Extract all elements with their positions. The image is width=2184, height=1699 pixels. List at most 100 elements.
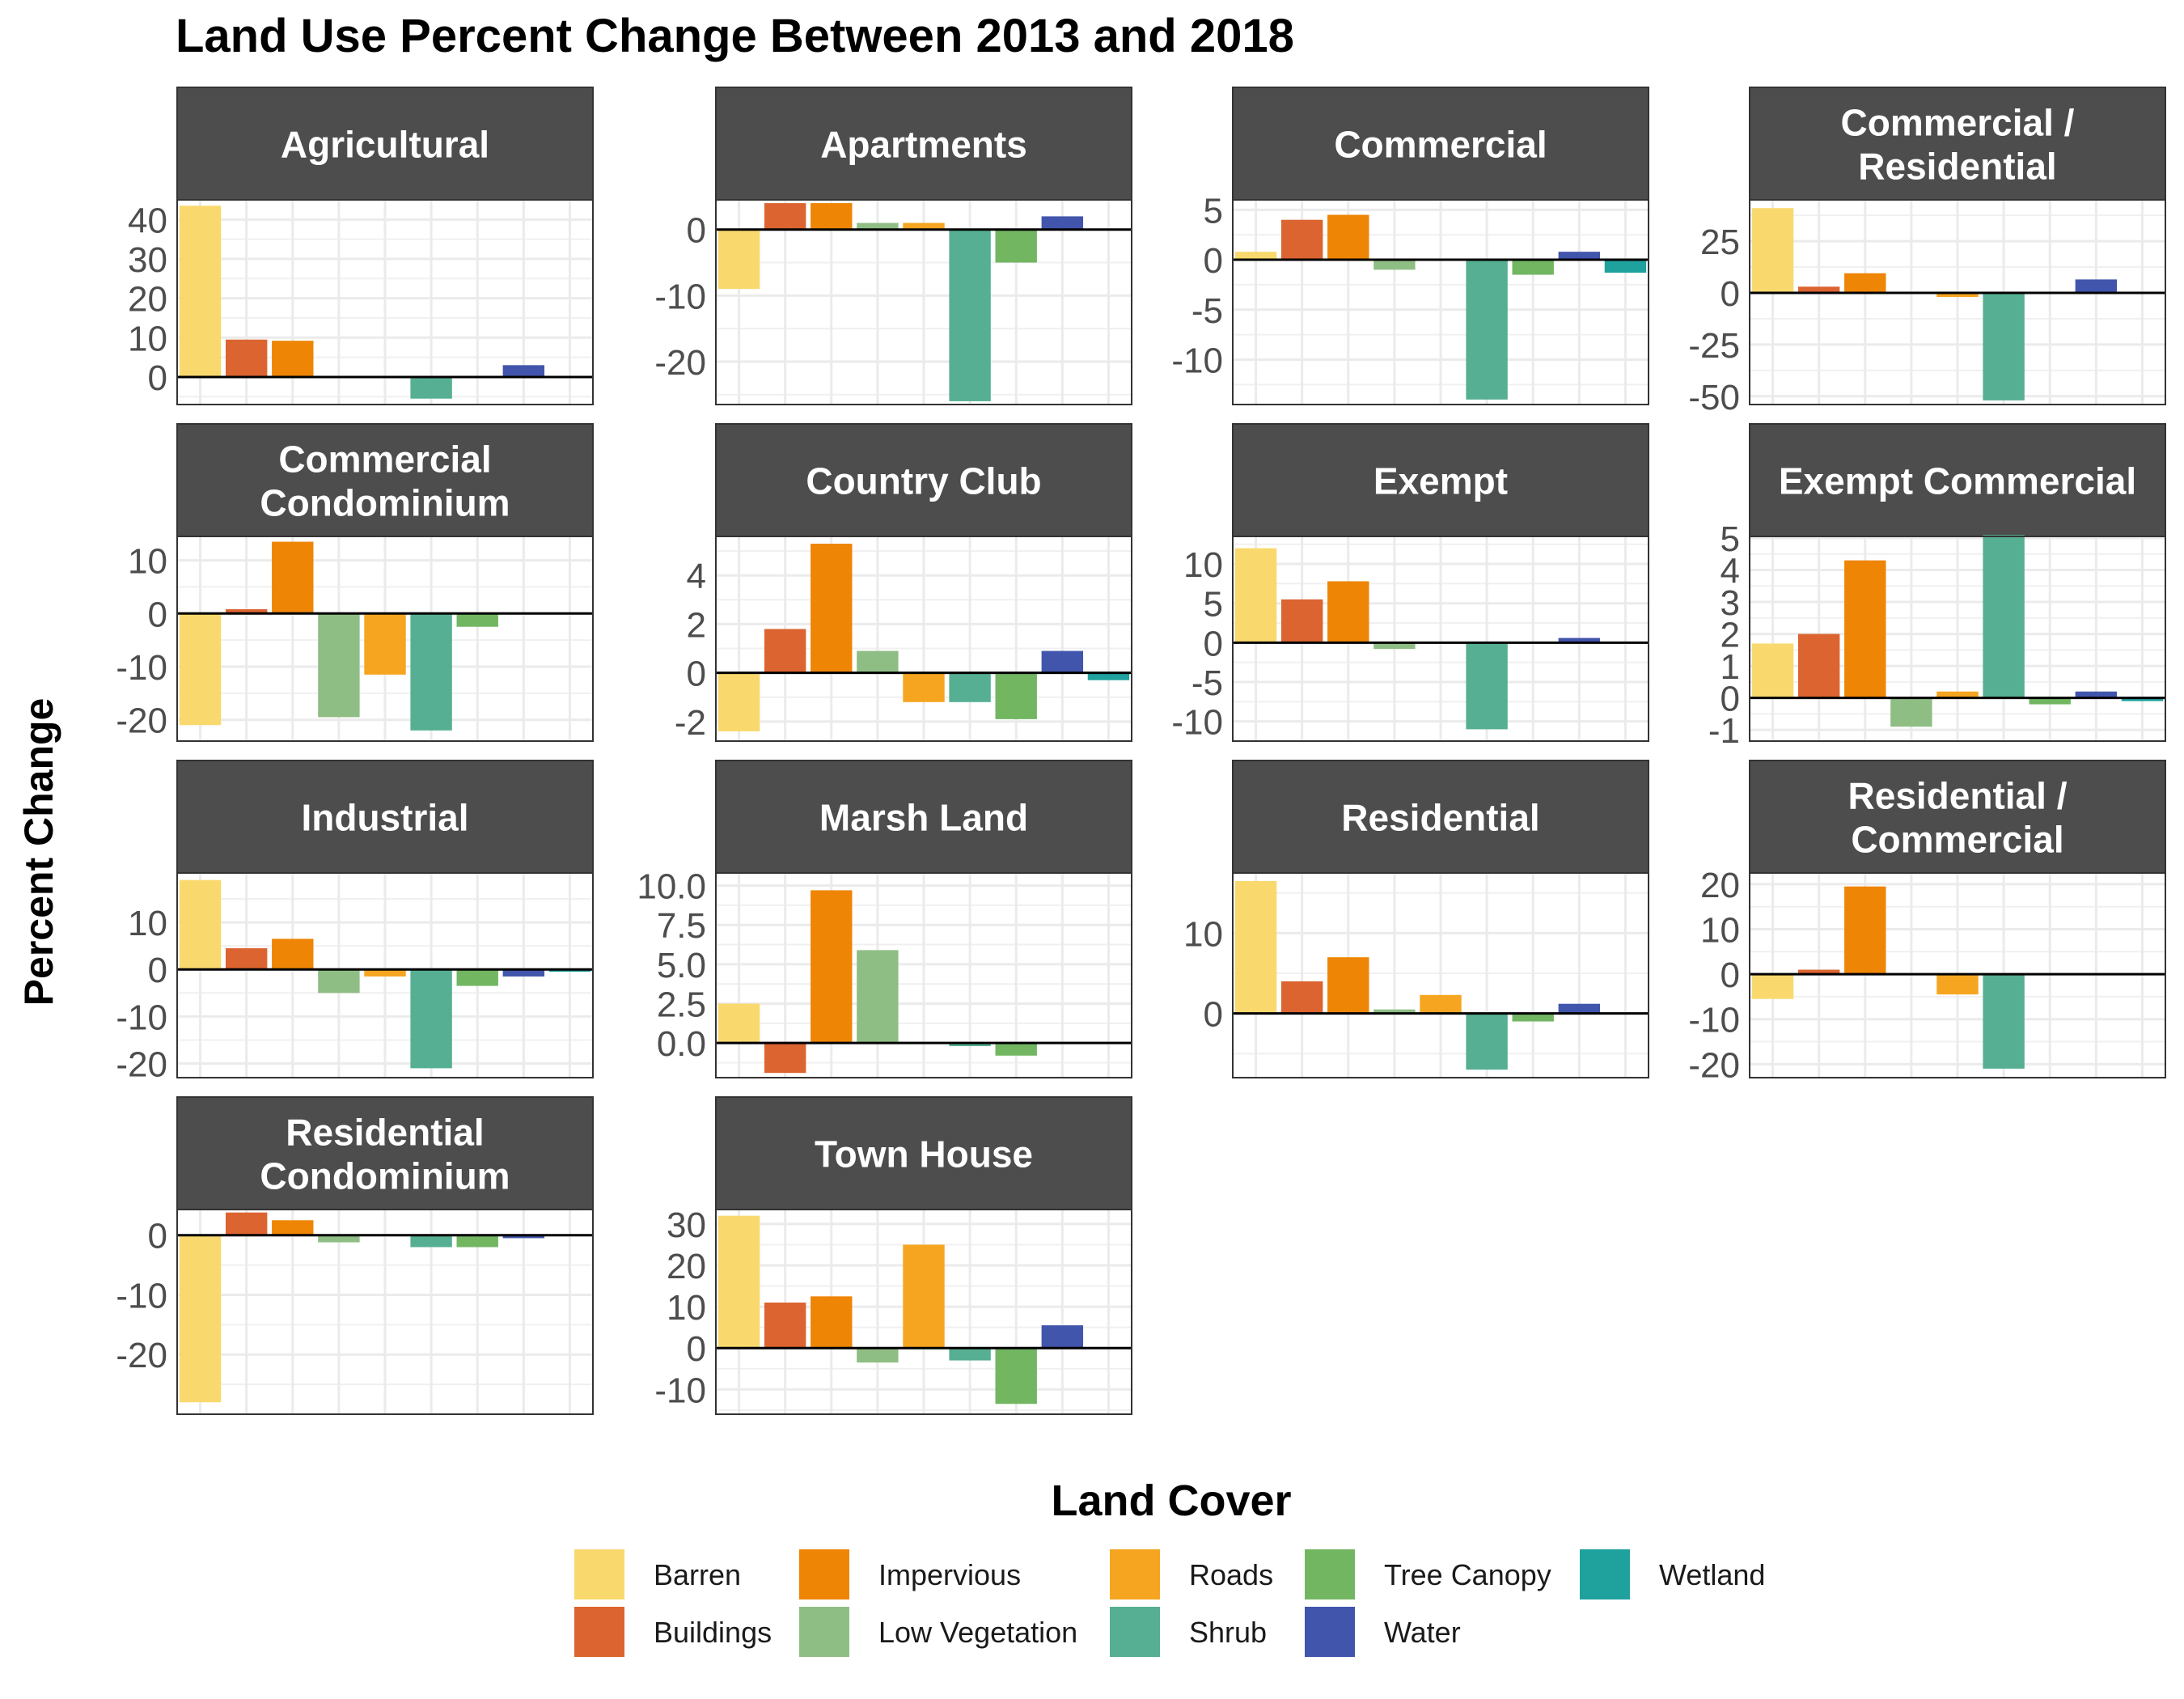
bar-shrub [1983,974,2025,1069]
bar-buildings [764,1303,806,1349]
bar-barren [1234,548,1277,643]
facet-strip-label: Residential [1858,146,2056,188]
legend-entry: Tree Canopy [1305,1549,1551,1599]
bar-buildings [1797,969,1840,975]
bar-impervious [272,541,314,614]
bar-impervious [811,203,853,230]
y-tick-label: 30 [128,240,167,280]
legend-key [799,1607,849,1657]
legend-key [1305,1549,1355,1599]
bar-buildings [1280,219,1323,261]
facet-strip-label: Agricultural [281,124,489,166]
bar-low-vegetation [1890,697,1932,727]
y-tick-label: 0 [1721,955,1740,995]
legend-key [1110,1607,1160,1657]
facet-strip-label: Apartments [820,124,1027,166]
facet-strip [1749,423,2166,537]
facet-strip-label: Exempt Commercial [1779,460,2136,502]
y-tick-label: 0 [1204,624,1223,663]
facet-strip-label: Commercial [278,439,491,481]
bar-water [1558,1003,1601,1014]
bar-roads [1936,293,1979,298]
legend-key [1305,1607,1355,1657]
y-tick-label: 0 [148,1217,167,1256]
legend-key [574,1549,624,1599]
bar-buildings [225,609,268,614]
bar-barren [179,879,222,970]
facet-strip-label: Commercial / [1841,102,2075,144]
bar-shrub [949,1043,991,1047]
y-tick-label: 0 [687,211,706,251]
y-tick-label: -50 [1688,378,1740,417]
bar-barren [717,229,760,290]
bar-roads [1420,994,1462,1014]
y-tick-label: 0 [687,1329,706,1369]
bar-barren [179,1235,222,1403]
bar-water [1558,252,1601,261]
legend-key [574,1607,624,1657]
bar-shrub [1466,1013,1508,1070]
bar-shrub [949,1348,991,1361]
legend-label: Low Vegetation [878,1616,1077,1649]
panel-border [176,199,594,405]
y-tick-label: 10 [128,904,167,943]
facet-panel: Commercial /Residential -50 -25 0 25 [1688,87,2166,417]
bar-roads [364,613,406,675]
panel-border [715,1209,1132,1415]
bar-water [502,969,545,977]
facet-strip [715,760,1132,874]
bar-shrub [410,969,452,1069]
bar-low-vegetation [857,950,899,1044]
bar-roads [1936,974,1979,995]
y-tick-label: -10 [1171,703,1223,743]
bar-shrub [1983,293,2025,400]
y-tick-label: 5 [1204,585,1223,625]
bar-barren [1234,252,1277,261]
bar-shrub [1466,260,1508,400]
y-tick-label: 10 [667,1288,706,1328]
facet-strip [715,1096,1132,1210]
legend-entry: Low Vegetation [799,1607,1077,1657]
y-tick-label: -10 [1171,341,1223,380]
facet-strip-label: Commercial [1334,124,1547,166]
y-tick-label: 5 [1721,519,1740,559]
bar-buildings [764,1043,806,1074]
panel-border [176,1209,594,1415]
facet-strip [715,87,1132,201]
bar-impervious [1327,214,1369,261]
bar-tree-canopy [995,672,1037,719]
panel-border [176,872,594,1078]
y-tick-label: 20 [667,1247,706,1286]
bar-buildings [764,629,806,673]
bar-barren [1234,880,1277,1014]
facet-strip [1232,87,1649,201]
bar-shrub [1466,642,1508,730]
bar-barren [1751,974,1794,999]
bar-tree-canopy [995,229,1037,263]
bar-buildings [1280,981,1323,1014]
facet-strip [1749,87,2166,201]
y-tick-label: 10 [1700,911,1740,951]
chart-title: Land Use Percent Change Between 2013 and… [176,10,1294,62]
bar-buildings [1280,599,1323,643]
y-tick-label: -10 [116,648,167,688]
facet-strip [176,423,594,537]
panel-border [715,536,1132,742]
bar-water [1041,1325,1084,1349]
bar-tree-canopy [456,1235,498,1248]
facet-strip [176,760,594,874]
facet-panel: Commercial -10 -5 0 5 [1171,87,1649,405]
bar-barren [179,205,222,377]
panel-border [1749,872,2166,1078]
bar-roads [903,1244,945,1349]
bar-impervious [811,544,853,673]
bar-water [1041,216,1084,230]
y-tick-label: 0 [1721,680,1740,719]
legend-label: Water [1384,1616,1461,1649]
bar-water [502,365,545,377]
bar-impervious [272,938,314,970]
